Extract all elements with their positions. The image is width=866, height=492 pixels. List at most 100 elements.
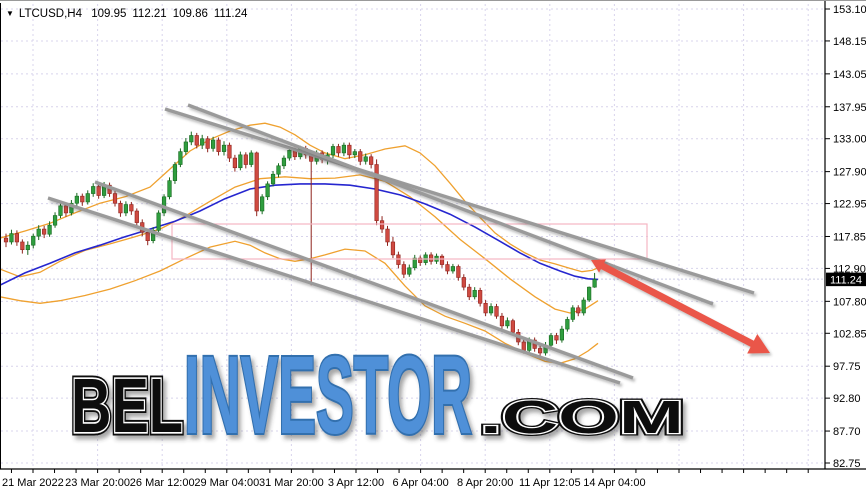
candle-body [352,151,357,156]
candle-body [521,341,526,351]
candle-body [42,228,47,235]
watermark-com: .COM [480,391,684,443]
candle-body [461,277,466,288]
x-axis-label: 31 Mar 20:00 [259,477,324,489]
x-axis-label: 6 Apr 04:00 [392,477,448,489]
candle-body [216,139,221,152]
candle-body [390,241,396,256]
candle-body [336,146,341,154]
candle-body [396,254,401,265]
x-axis-label: 23 Mar 20:00 [65,477,130,489]
candle-body [565,319,570,330]
dropdown-arrow-icon: ▼ [6,9,14,18]
candle-body [412,257,417,269]
candle-body [576,307,581,314]
candle-body [445,264,450,272]
candle-body [9,233,14,243]
candle-body [505,320,510,327]
candle-body [363,156,368,162]
candle-body [145,231,150,241]
candle-body [472,290,477,298]
watermark-investor: INVESTOR [184,334,472,457]
candle-body [221,144,227,152]
candle-body [69,202,74,214]
candle-body [439,255,445,265]
candle-body [25,244,30,251]
candle-body [510,320,515,333]
candle-body [14,233,19,243]
candle-body [123,204,128,214]
candle-body [178,151,183,165]
price-range-box [171,223,648,260]
candle-body [358,151,363,162]
y-axis-label: 117.85 [833,231,866,243]
x-axis-label: 11 Apr 12:05 [519,477,581,489]
candle-body [183,141,188,152]
candle-body [467,286,472,298]
annotations [47,103,770,385]
x-axis-label: 8 Apr 20:00 [457,477,513,489]
candle-body [570,307,575,320]
candle-body [3,237,9,243]
candle-body [200,138,205,146]
y-axis-label: 107.80 [833,296,866,308]
watermark-bel: BEL [71,363,183,449]
candle-body [374,164,379,221]
y-axis-label: 153.10 [833,4,866,16]
candle-body [63,205,69,214]
candle-body [172,164,178,181]
candle-body [205,138,210,149]
trendline-2 [187,103,714,306]
chart-ohlc-header: ▼ LTCUSD,H4 109.95 112.21 109.86 111.24 [6,8,253,20]
candle-body [243,154,248,165]
open-value: 109.95 [91,8,127,20]
y-axis-label: 97.75 [833,361,861,373]
candle-body [428,254,434,262]
candle-body [559,328,564,341]
candle-body [80,195,85,203]
y-axis-label: 82.75 [833,458,861,470]
candle-body [36,228,41,237]
close-value: 111.24 [213,8,248,20]
x-axis-label: 26 Mar 12:00 [130,477,195,489]
candle-body [385,228,390,243]
bollinger-bands [0,122,599,364]
grid [1,4,823,468]
candle-body [85,193,90,203]
candle-body [265,183,270,198]
moving-average-line [0,183,599,286]
y-axis-label: 148.15 [833,36,866,48]
bollinger-upper-line [0,122,599,273]
candle-body [347,144,352,156]
candle-body [20,241,25,251]
candle-body [270,173,276,185]
x-axis-label: 29 Mar 04:00 [194,477,259,489]
y-axis-label: 87.70 [833,426,861,438]
x-axis-label: 21 Mar 2022 [2,477,64,489]
y-axis-label: 102.85 [833,328,866,340]
candle-body [379,220,385,230]
candle-body [47,224,52,235]
candle-body [554,335,559,341]
candle-body [260,196,265,212]
candle-body [58,205,63,216]
candle-body [407,267,412,275]
y-axis-label: 92.80 [833,393,861,405]
candle-body [112,193,118,204]
y-axis-label: 133.00 [833,134,866,146]
candle-body [276,165,281,175]
ma-line [0,183,599,286]
candle-body [232,157,238,169]
x-axis-label: 14 Apr 04:00 [583,477,645,489]
candle-body [281,157,287,167]
candle-body [494,306,499,317]
candle-body [587,286,592,301]
candle-body [161,196,167,214]
candle-body [194,135,199,146]
candle-body [548,335,554,346]
watermark-com: .COM [480,391,684,443]
